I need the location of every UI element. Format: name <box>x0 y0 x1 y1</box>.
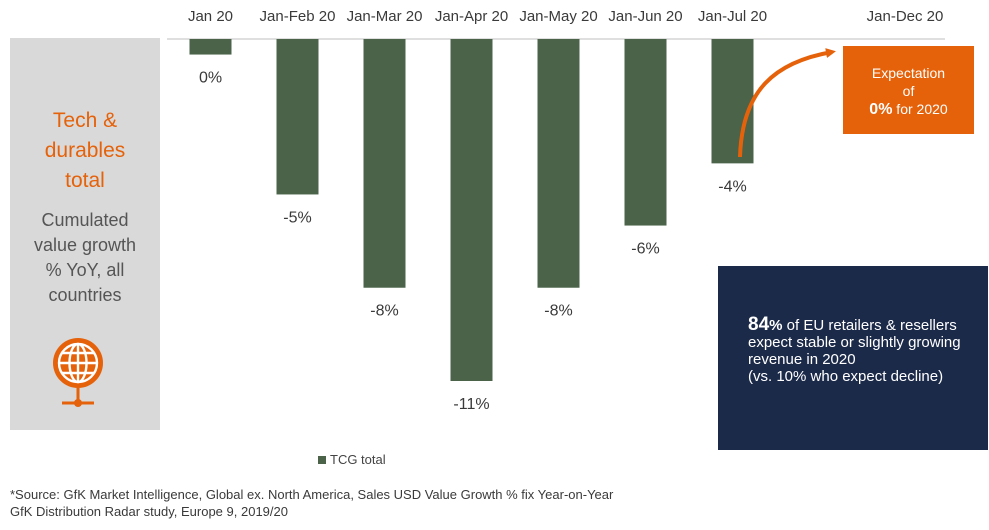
data-label: -4% <box>718 178 746 195</box>
data-label: -11% <box>453 396 489 413</box>
expectation-line3: 0% for 2020 <box>869 101 948 118</box>
info-big-number: 84 <box>748 314 770 335</box>
expectation-arrow <box>738 48 836 158</box>
side-title-line: durables <box>44 139 126 162</box>
side-title-line: total <box>65 169 105 192</box>
category-label: Jan-Dec 20 <box>867 8 944 25</box>
side-subtitle-line: Cumulated <box>41 210 129 230</box>
info-box: 84% of EU retailers & resellers expect s… <box>718 266 988 450</box>
data-label: 0% <box>199 70 222 87</box>
data-label: -6% <box>631 241 659 258</box>
bar <box>276 39 319 195</box>
bar <box>711 39 754 164</box>
side-subtitle-line: value growth <box>33 235 137 255</box>
side-panel: Tech & durables total Cumulated value gr… <box>10 38 160 430</box>
data-label: -5% <box>283 209 311 226</box>
category-label: Jan 20 <box>188 8 233 25</box>
expectation-pct: 0% <box>869 101 893 118</box>
category-label: Jan-Feb 20 <box>260 8 336 25</box>
expectation-suffix: for 2020 <box>892 101 948 117</box>
side-subtitle-line: countries <box>48 285 122 305</box>
footnote-line1: *Source: GfK Market Intelligence, Global… <box>10 487 614 502</box>
side-title: Tech & durables total <box>10 106 160 196</box>
bar <box>189 39 232 55</box>
bar <box>450 39 493 381</box>
footnote-line2: GfK Distribution Radar study, Europe 9, … <box>10 504 288 519</box>
globe-icon <box>53 338 103 407</box>
side-title-line: Tech & <box>52 109 118 132</box>
side-subtitle: Cumulated value growth % YoY, all countr… <box>10 208 160 308</box>
expectation-line2: of <box>902 83 915 99</box>
data-label: -8% <box>544 303 572 320</box>
legend-swatch <box>318 456 326 464</box>
bar <box>363 39 406 288</box>
bar <box>537 39 580 288</box>
bar-chart: 0% -5% -8% -11% -8% -6% -4% Jan 20 Jan-Feb 20 Ja… <box>167 8 945 413</box>
category-label: Jan-Apr 20 <box>435 8 508 25</box>
data-label: -8% <box>370 303 398 320</box>
category-label: Jan-Jun 20 <box>608 8 682 25</box>
expectation-line1: Expectation <box>871 65 946 81</box>
legend: TCG total <box>318 452 386 467</box>
bar <box>624 39 667 226</box>
info-text: of EU retailers & resellers expect stabl… <box>748 317 961 368</box>
category-label: Jan-May 20 <box>519 8 597 25</box>
category-label: Jan-Jul 20 <box>698 8 767 25</box>
category-label: Jan-Mar 20 <box>347 8 423 25</box>
info-note: (vs. 10% who expect decline) <box>748 368 944 385</box>
legend-label: TCG total <box>330 452 386 467</box>
expectation-box: Expectation of 0% for 2020 <box>843 46 974 134</box>
info-big-unit: % <box>769 317 783 334</box>
side-subtitle-line: % YoY, all <box>45 260 125 280</box>
footnote: *Source: GfK Market Intelligence, Global… <box>10 486 613 520</box>
